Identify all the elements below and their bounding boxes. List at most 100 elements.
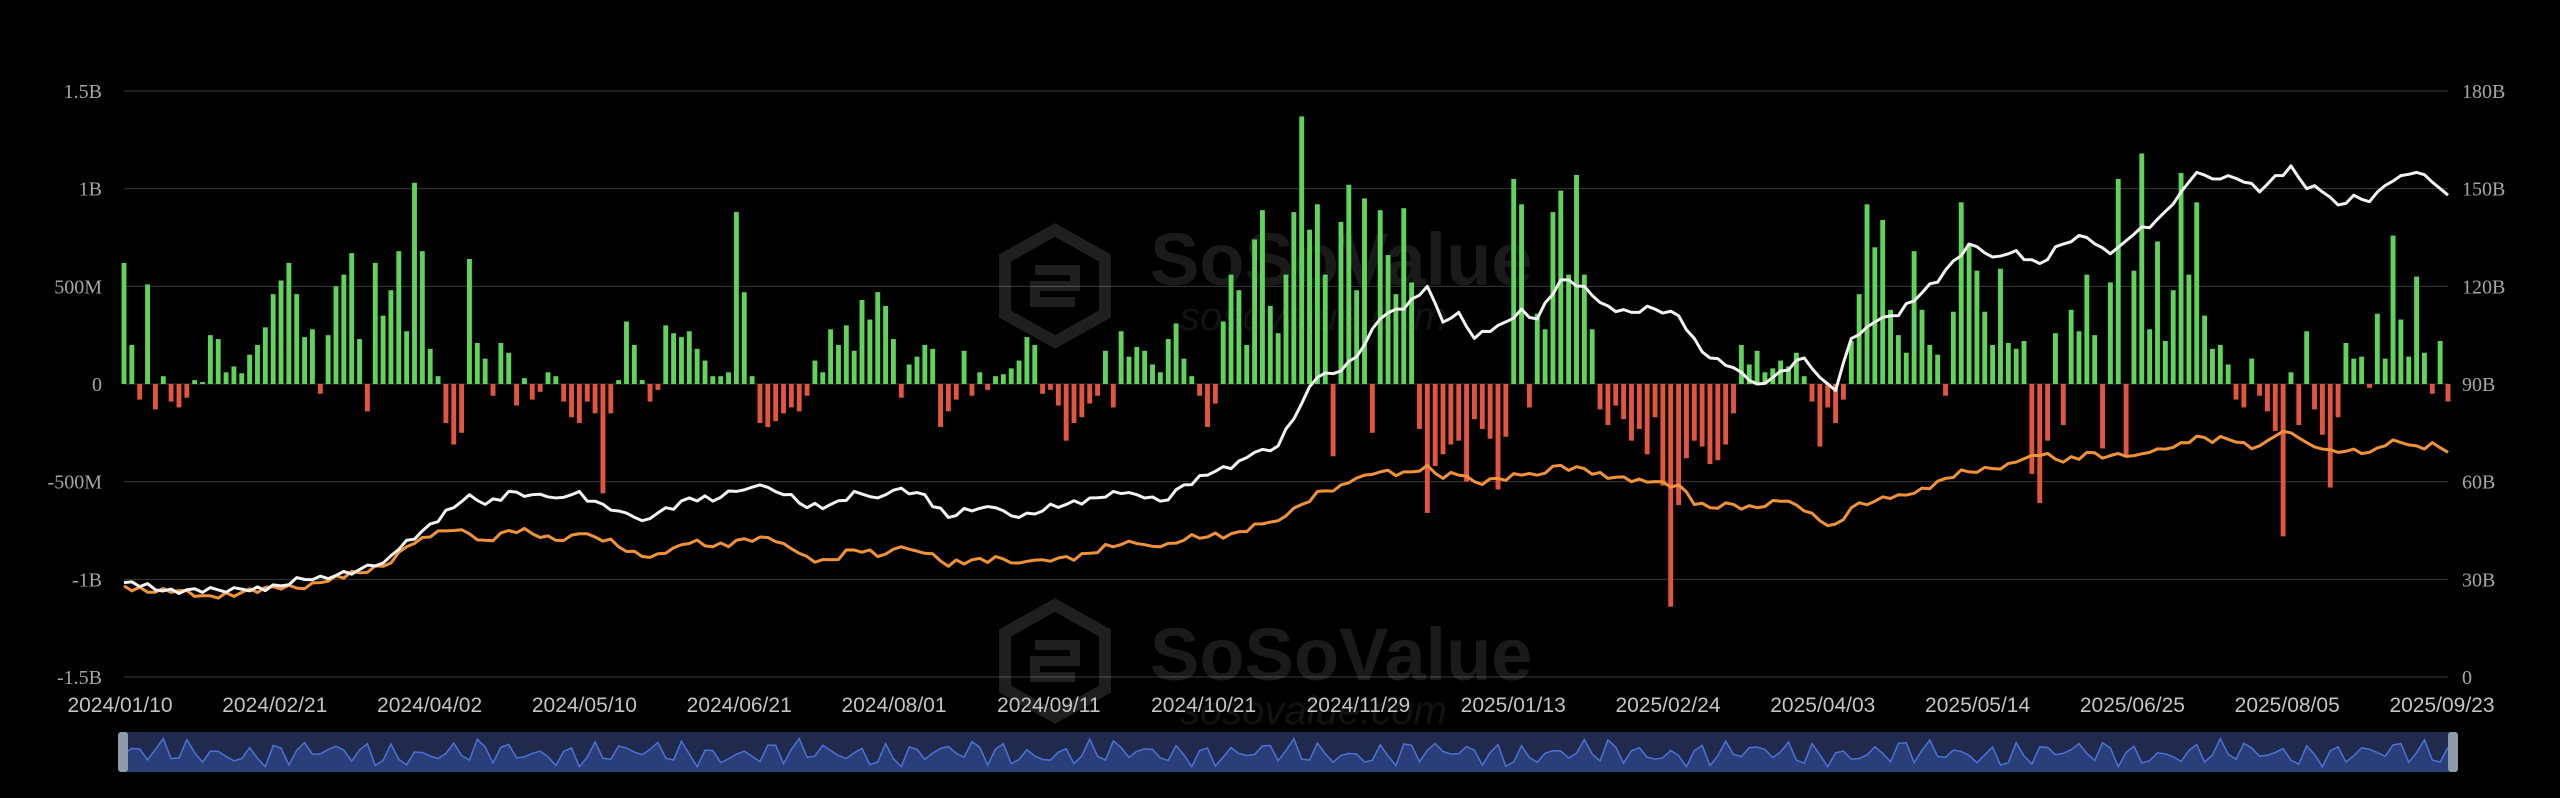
inflow-bar (200, 382, 205, 384)
outflow-bar (1448, 384, 1454, 445)
inflow-bar (749, 376, 755, 384)
inflow-bar (145, 284, 150, 384)
inflow-bar (961, 350, 967, 384)
inflow-bar (616, 380, 622, 384)
x-tick-label: 2024/08/01 (841, 694, 946, 717)
inflow-bar (1801, 376, 1807, 384)
inflow-bar (2084, 274, 2090, 384)
inflow-bar (412, 182, 417, 384)
inflow-bar (1322, 274, 1328, 384)
inflow-bar (310, 329, 315, 384)
watermark-url-2: sosovalue.com (1180, 689, 1447, 733)
inflow-bar (2437, 341, 2443, 384)
outflow-bar (600, 384, 606, 494)
navigator-left-handle[interactable] (118, 732, 128, 772)
inflow-bar (1118, 331, 1124, 384)
outflow-bar (537, 384, 543, 392)
outflow-bar (1087, 384, 1093, 404)
inflow-bar (2053, 333, 2058, 384)
outflow-bar (945, 384, 951, 412)
outflow-bar (898, 384, 904, 398)
inflow-bar (710, 376, 716, 384)
outflow-bar (490, 384, 496, 396)
inflow-bar (859, 300, 865, 384)
inflow-bar (1189, 376, 1195, 384)
x-tick-label: 2024/01/10 (67, 694, 172, 717)
outflow-bar (1676, 384, 1681, 506)
outflow-bar (2060, 384, 2066, 426)
inflow-bar (341, 274, 347, 384)
outflow-bar (1063, 384, 1069, 441)
inflow-bar (2021, 341, 2027, 384)
inflow-bar (1354, 290, 1360, 384)
inflow-bar (270, 294, 276, 384)
outflow-bar (137, 384, 143, 400)
inflow-bar (1275, 333, 1281, 384)
outflow-bar (1487, 384, 1493, 439)
right-tick-label: 30B (2462, 569, 2495, 591)
inflow-bar (1362, 198, 1367, 384)
outflow-bar (2037, 384, 2043, 504)
right-tick-label: 90B (2462, 374, 2495, 396)
inflow-bar (2115, 178, 2121, 384)
inflow-bar (255, 344, 260, 384)
inflow-bar (1393, 294, 1399, 384)
outflow-bar (2029, 384, 2035, 474)
inflow-bar (2406, 356, 2412, 384)
inflow-bar (2178, 173, 2184, 384)
outflow-bar (1825, 384, 1831, 408)
inflow-bar (1935, 354, 1941, 384)
inflow-bar (1000, 374, 1006, 384)
x-tick-label: 2024/04/02 (377, 694, 482, 717)
watermark-url: sosovalue.com (1180, 295, 1447, 339)
outflow-bar (781, 384, 786, 414)
inflow-bar (1950, 311, 1956, 384)
inflow-bar (1786, 366, 1791, 384)
outflow-bar (569, 384, 574, 418)
inflow-bar (631, 344, 637, 384)
inflow-bar (1299, 116, 1305, 384)
navigator-line (123, 736, 2449, 769)
navigator-right-handle[interactable] (2448, 732, 2458, 772)
x-tick-label: 2025/01/13 (1461, 694, 1566, 717)
outflow-bar (1723, 384, 1729, 445)
inflow-bar (2359, 356, 2365, 384)
inflow-bar (2194, 202, 2200, 384)
outflow-bar (2429, 384, 2435, 394)
inflow-bar (1283, 274, 1289, 384)
inflow-bar (1220, 321, 1226, 384)
outflow-bar (168, 384, 174, 402)
outflow-bar (576, 384, 582, 424)
outflow-bar (1699, 384, 1705, 447)
outflow-bar (1668, 384, 1674, 607)
inflow-bar (372, 262, 378, 384)
outflow-bar (451, 384, 457, 445)
inflow-bar (977, 372, 983, 384)
inflow-bar (2068, 309, 2074, 384)
inflow-bar (1252, 239, 1258, 384)
outflow-bar (1636, 384, 1642, 429)
range-navigator[interactable] (118, 732, 2458, 772)
outflow-bar (1369, 384, 1375, 433)
outflow-bar (608, 384, 614, 414)
inflow-bar (1173, 323, 1179, 384)
outflow-bar (1432, 384, 1438, 467)
right-tick-label: 150B (2462, 179, 2505, 201)
inflow-bar (914, 356, 920, 384)
daily-net-inflow-bars (121, 116, 2451, 607)
outflow-bar (364, 384, 370, 412)
inflow-bar (2210, 348, 2215, 384)
outflow-bar (1040, 384, 1046, 394)
inflow-bar (1032, 344, 1038, 384)
outflow-bar (1629, 384, 1634, 441)
inflow-bar (2217, 344, 2223, 384)
outflow-bar (459, 384, 465, 433)
inflow-bar (663, 325, 669, 384)
outflow-bar (1605, 384, 1611, 426)
outflow-bar (184, 384, 190, 398)
outflow-bar (2335, 384, 2341, 418)
inflow-bar (2390, 235, 2396, 384)
outflow-bar (2312, 384, 2317, 410)
inflow-bar (239, 373, 245, 384)
outflow-bar (2264, 384, 2270, 412)
